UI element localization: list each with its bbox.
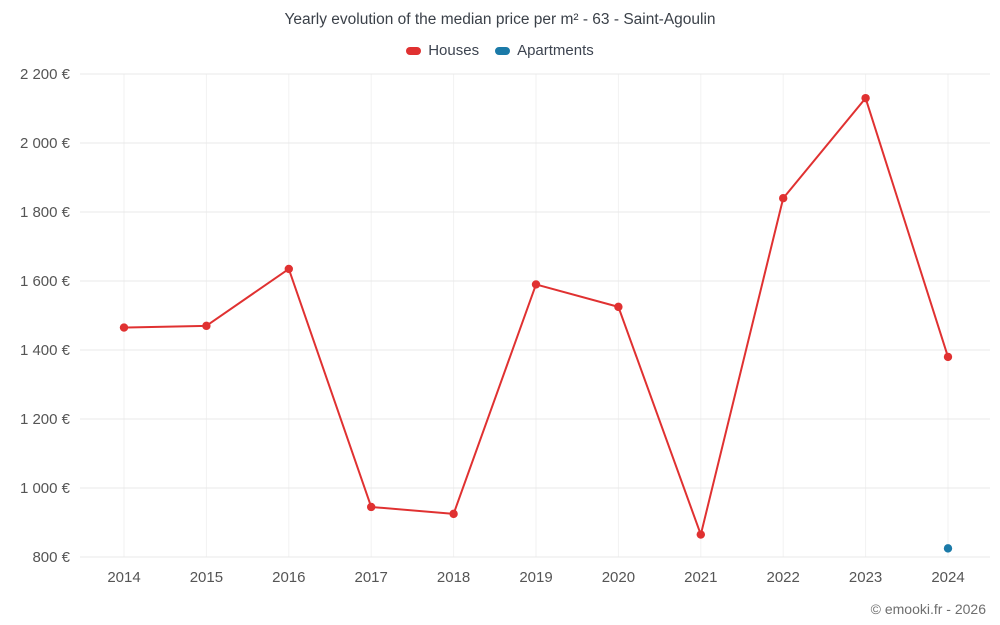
legend-item-apartments[interactable]: Apartments <box>495 42 594 59</box>
houses-data-point[interactable] <box>202 321 211 331</box>
houses-data-point[interactable] <box>943 352 953 362</box>
x-axis-tick-label: 2023 <box>849 569 882 586</box>
houses-data-point[interactable] <box>779 194 788 203</box>
houses-data-point[interactable] <box>449 509 458 519</box>
apartments-data-point[interactable] <box>943 544 953 553</box>
houses-data-point[interactable] <box>531 280 541 289</box>
y-axis-tick-label: 1 400 € <box>20 342 71 359</box>
houses-data-point[interactable] <box>119 323 129 332</box>
y-axis-tick-label: 1 800 € <box>20 204 71 221</box>
houses-data-point[interactable] <box>284 264 293 274</box>
y-axis-tick-label: 1 200 € <box>20 411 71 428</box>
copyright-credit: © emooki.fr - 2026 <box>870 601 986 617</box>
legend-label-houses: Houses <box>428 42 480 59</box>
x-axis-tick-label: 2018 <box>437 569 470 586</box>
x-axis-tick-label: 2024 <box>931 569 964 586</box>
legend-label-apartments: Apartments <box>517 42 594 59</box>
legend-item-houses[interactable]: Houses <box>406 42 479 59</box>
y-axis-tick-label: 2 200 € <box>20 66 71 83</box>
x-axis-tick-label: 2019 <box>519 569 552 586</box>
y-axis-tick-label: 1 000 € <box>20 480 71 497</box>
x-axis-tick-label: 2016 <box>272 569 305 586</box>
x-axis-tick-label: 2022 <box>767 569 800 586</box>
x-axis-tick-label: 2017 <box>355 569 388 586</box>
houses-series-swatch <box>406 46 422 55</box>
x-axis-tick-label: 2020 <box>602 569 635 586</box>
houses-data-point[interactable] <box>861 93 870 103</box>
apartments-series-swatch <box>495 46 511 55</box>
chart-legend: Houses Apartments <box>0 42 1000 59</box>
y-axis-tick-label: 800 € <box>32 549 70 566</box>
y-axis-tick-label: 2 000 € <box>20 135 71 152</box>
x-axis-tick-label: 2021 <box>684 569 717 586</box>
chart-title: Yearly evolution of the median price per… <box>284 11 716 28</box>
x-axis-tick-label: 2014 <box>107 569 140 586</box>
houses-data-point[interactable] <box>696 530 705 539</box>
houses-data-point[interactable] <box>614 302 623 312</box>
x-axis-tick-label: 2015 <box>190 569 223 586</box>
houses-data-point[interactable] <box>367 502 376 512</box>
y-axis-tick-label: 1 600 € <box>20 273 71 290</box>
